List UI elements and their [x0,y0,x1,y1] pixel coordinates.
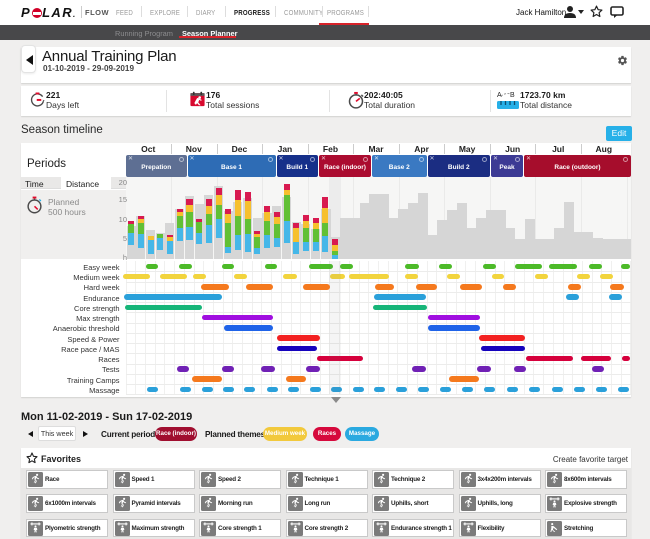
svg-text:B: B [510,92,515,99]
svg-text:A: A [497,92,502,99]
